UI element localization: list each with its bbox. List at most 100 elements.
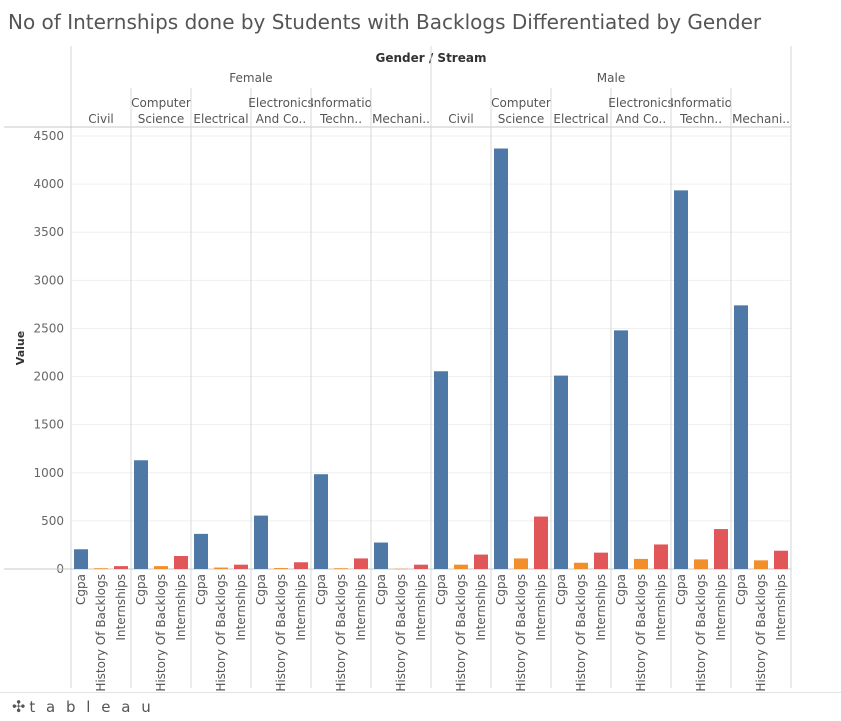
stream-label: Electronics <box>608 96 673 110</box>
bar-male-5-2 <box>774 550 788 569</box>
measure-label: History Of Backlogs <box>214 574 228 692</box>
bar-male-3-0 <box>614 330 628 569</box>
y-axis-title: Value <box>14 331 27 365</box>
tableau-plus-icon: ✣ <box>12 697 26 716</box>
measure-label: Internships <box>534 574 548 641</box>
measure-label: Cgpa <box>314 574 328 605</box>
measure-label: Cgpa <box>194 574 208 605</box>
measure-label: Cgpa <box>74 574 88 605</box>
measure-label: History Of Backlogs <box>274 574 288 692</box>
measure-label: Internships <box>174 574 188 641</box>
y-tick-label: 2500 <box>33 321 64 335</box>
y-tick-label: 3000 <box>33 273 64 287</box>
measure-label: Cgpa <box>494 574 508 605</box>
tableau-logo[interactable]: ✣ t a b l e a u <box>12 697 154 716</box>
measure-label: History Of Backlogs <box>94 574 108 692</box>
stream-label: Electronics <box>248 96 313 110</box>
measure-label: Cgpa <box>434 574 448 605</box>
stream-label: Informatio <box>670 96 732 110</box>
measure-label: History Of Backlogs <box>334 574 348 692</box>
measure-label: History Of Backlogs <box>454 574 468 692</box>
measure-label: History Of Backlogs <box>514 574 528 692</box>
bar-male-4-2 <box>714 529 728 569</box>
y-tick-label: 1500 <box>33 418 64 432</box>
bar-female-1-0 <box>134 460 148 569</box>
bar-male-0-1 <box>454 564 468 569</box>
stream-label: Civil <box>448 112 473 126</box>
bar-male-0-2 <box>474 554 488 569</box>
measure-label: Internships <box>594 574 608 641</box>
bar-male-5-0 <box>734 305 748 569</box>
bar-male-2-1 <box>574 562 588 569</box>
bar-chart: Gender / Stream0500100015002000250030003… <box>4 46 792 692</box>
measure-label: Internships <box>654 574 668 641</box>
gender-label-1: Male <box>597 71 625 85</box>
bar-male-1-0 <box>494 148 508 569</box>
bar-female-1-1 <box>154 566 168 569</box>
y-tick-label: 1000 <box>33 466 64 480</box>
bar-male-0-0 <box>434 371 448 569</box>
footer-bar: ✣ t a b l e a u <box>0 692 841 721</box>
stream-label: Techn.. <box>679 112 722 126</box>
bar-female-4-1 <box>334 568 348 569</box>
stream-label: And Co.. <box>616 112 666 126</box>
measure-label: Internships <box>354 574 368 641</box>
measure-label: Cgpa <box>674 574 688 605</box>
bar-female-3-1 <box>274 568 288 569</box>
measure-label: Cgpa <box>614 574 628 605</box>
measure-label: Cgpa <box>554 574 568 605</box>
bar-male-3-2 <box>654 544 668 569</box>
gender-label-0: Female <box>229 71 272 85</box>
bar-male-4-0 <box>674 190 688 570</box>
measure-label: Cgpa <box>254 574 268 605</box>
measure-label: History Of Backlogs <box>394 574 408 692</box>
y-tick-label: 3500 <box>33 225 64 239</box>
stream-label: Techn.. <box>319 112 362 126</box>
stream-label: And Co.. <box>256 112 306 126</box>
bar-female-5-0 <box>374 542 388 569</box>
y-tick-label: 4500 <box>33 129 64 143</box>
measure-label: Internships <box>114 574 128 641</box>
measure-label: History Of Backlogs <box>754 574 768 692</box>
chart-title: No of Internships done by Students with … <box>8 10 762 34</box>
measure-label: Internships <box>414 574 428 641</box>
measure-label: Internships <box>234 574 248 641</box>
measure-label: Cgpa <box>134 574 148 605</box>
bar-female-5-1 <box>394 568 408 570</box>
measure-label: Cgpa <box>374 574 388 605</box>
measure-label: History Of Backlogs <box>634 574 648 692</box>
bar-female-0-1 <box>94 568 108 569</box>
stream-label: Civil <box>88 112 113 126</box>
measure-label: Cgpa <box>734 574 748 605</box>
bar-female-4-0 <box>314 474 328 569</box>
y-tick-label: 500 <box>41 514 64 528</box>
stream-label: Science <box>498 112 545 126</box>
stream-label: Mechani.. <box>372 112 430 126</box>
stream-label: Computer <box>491 96 551 110</box>
stream-label: Computer <box>131 96 191 110</box>
bar-female-0-0 <box>74 549 88 569</box>
y-tick-label: 2000 <box>33 370 64 384</box>
bar-female-5-2 <box>414 564 428 569</box>
measure-label: History Of Backlogs <box>574 574 588 692</box>
bar-female-2-0 <box>194 533 208 569</box>
stream-label: Informatio <box>310 96 372 110</box>
bar-male-5-1 <box>754 560 768 569</box>
bar-male-1-1 <box>514 558 528 569</box>
bar-female-0-2 <box>114 566 128 569</box>
bar-female-1-2 <box>174 556 188 569</box>
bar-female-3-2 <box>294 562 308 569</box>
stream-label: Electrical <box>553 112 608 126</box>
bar-female-2-1 <box>214 567 228 569</box>
stream-label: Science <box>138 112 185 126</box>
bar-female-2-2 <box>234 564 248 569</box>
measure-label: Internships <box>474 574 488 641</box>
bar-male-2-2 <box>594 552 608 569</box>
measure-label: History Of Backlogs <box>154 574 168 692</box>
stream-label: Mechani.. <box>732 112 790 126</box>
bar-male-1-2 <box>534 516 548 569</box>
bar-male-4-1 <box>694 559 708 569</box>
measure-label: Internships <box>294 574 308 641</box>
measure-label: History Of Backlogs <box>694 574 708 692</box>
stream-label: Electrical <box>193 112 248 126</box>
